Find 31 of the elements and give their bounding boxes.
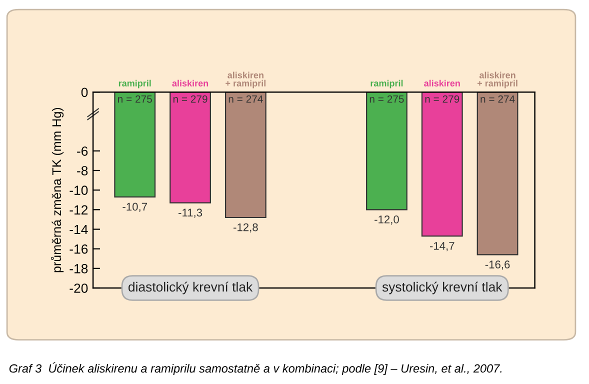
x-tick-label: systolický krevní tlak [382,282,502,294]
y-tick-label: -16 [70,244,88,254]
x-tick-label: diastolický krevní tlak [128,282,253,294]
y-axis-title: průměrná změna TK (mm Hg) [50,108,64,272]
data-label: -16,6 [485,260,510,270]
y-tick-label: -6 [77,146,88,156]
annotation: n = 275 [370,95,404,103]
series-label: aliskiren [172,80,208,86]
y-tick-label: -12 [70,205,88,214]
series-label: aliskiren + ramipril [226,72,266,88]
y-tick-label: -14 [70,224,88,234]
data-label: -12,0 [374,216,399,225]
annotation: n = 279 [173,95,208,103]
annotation: n = 275 [118,95,152,103]
data-label: -10,7 [122,202,147,212]
annotation: n = 274 [228,95,263,103]
y-tick-label: -18 [70,264,88,274]
y-tick-label: -10 [70,186,88,195]
series-label: ramipril [118,80,151,88]
data-label: -12,8 [234,223,258,233]
y-tick-label: -8 [77,166,88,176]
text: aliskiren [424,80,460,86]
y-tick-label: 0 [81,88,88,98]
text: Graf 3 Účinek aliskirenu a ramiprilu samostatně a v kombinaci; podle [9] – Uresin, et al., 2007. [9,362,502,375]
data-label: -14,7 [430,242,454,252]
annotation: n = 274 [480,95,515,103]
annotation: n = 279 [425,95,460,103]
text: aliskiren + ramipril [477,72,518,88]
data-label: -11,3 [178,208,202,218]
text: ramipril [370,80,403,88]
y-tick-label: -20 [70,284,88,293]
